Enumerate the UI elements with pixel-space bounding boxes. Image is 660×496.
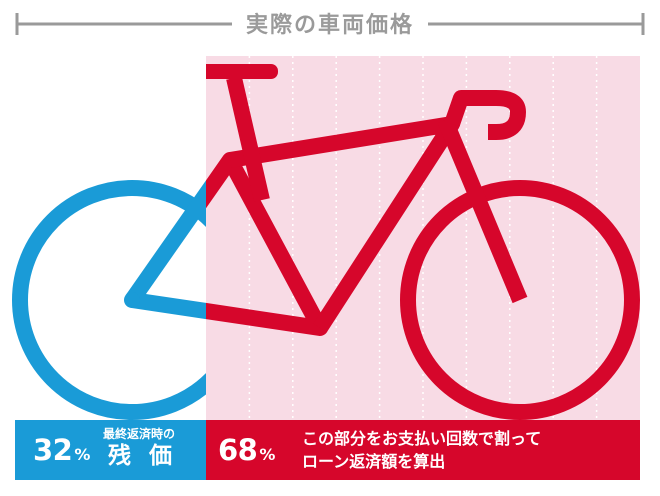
installment-percent-number: 68 bbox=[218, 433, 258, 467]
installment-panel: 68% この部分をお支払い回数で割って ローン返済額を算出 bbox=[206, 420, 640, 480]
residual-percent-sign: % bbox=[74, 445, 90, 464]
price-ruler bbox=[15, 13, 645, 35]
residual-caption-top: 最終返済時の bbox=[103, 427, 176, 441]
residual-caption-main: 残価 bbox=[108, 443, 190, 469]
installment-caption: この部分をお支払い回数で割って ローン返済額を算出 bbox=[302, 427, 541, 473]
residual-percent-number: 32 bbox=[33, 433, 73, 467]
bicycle-icon bbox=[12, 64, 640, 420]
residual-percent: 32% bbox=[33, 434, 90, 471]
installment-caption-line1: この部分をお支払い回数で割って bbox=[302, 429, 542, 448]
installment-caption-line2: ローン返済額を算出 bbox=[302, 452, 446, 471]
residual-value-panel: 32% 最終返済時の 残価 bbox=[15, 420, 206, 480]
installment-percent: 68% bbox=[218, 434, 275, 471]
diagram-title: 実際の車両価格 bbox=[246, 12, 414, 38]
installment-percent-sign: % bbox=[259, 445, 275, 464]
